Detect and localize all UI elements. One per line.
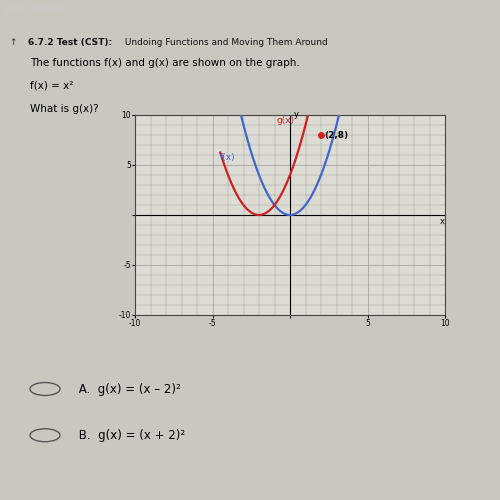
- Text: The functions f(x) and g(x) are shown on the graph.: The functions f(x) and g(x) are shown on…: [30, 58, 300, 68]
- Text: ↑: ↑: [10, 38, 23, 47]
- Text: y: y: [294, 110, 298, 119]
- Text: B.  g(x) = (x + 2)²: B. g(x) = (x + 2)²: [75, 428, 185, 442]
- Text: 6.7.2 Test (CST):: 6.7.2 Test (CST):: [28, 38, 112, 47]
- Text: f(x): f(x): [220, 153, 236, 162]
- Text: pies: Definitio...: pies: Definitio...: [5, 4, 71, 13]
- Text: A.  g(x) = (x – 2)²: A. g(x) = (x – 2)²: [75, 382, 181, 396]
- Text: x: x: [440, 217, 444, 226]
- Text: f(x) = x²: f(x) = x²: [30, 80, 74, 90]
- Text: Undoing Functions and Moving Them Around: Undoing Functions and Moving Them Around: [122, 38, 328, 47]
- Text: g(x): g(x): [276, 116, 294, 125]
- Text: What is g(x)?: What is g(x)?: [30, 104, 98, 114]
- Text: (2,8): (2,8): [324, 131, 348, 140]
